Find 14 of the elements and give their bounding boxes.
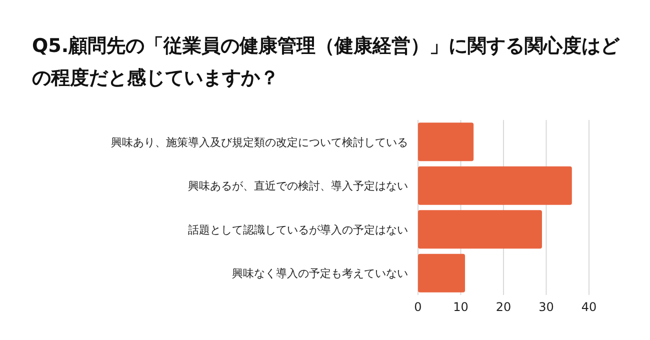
x-tick-label: 40 [581, 300, 597, 314]
y-tick-label: 興味あり、施策導入及び規定類の改定について検討している [111, 136, 408, 149]
x-tick-label: 20 [496, 300, 512, 314]
x-tick-label: 10 [453, 300, 468, 314]
bar [418, 210, 542, 249]
bar [418, 122, 474, 162]
bar [418, 166, 572, 205]
y-tick-label: 話題として認識しているが導入の予定はない [188, 223, 408, 236]
y-tick-label: 興味なく導入の予定も考えていない [232, 267, 408, 280]
x-tick-label: 30 [538, 300, 554, 314]
bar [418, 254, 466, 292]
y-tick-label: 興味あるが、直近での検討、導入予定はない [188, 180, 408, 193]
chart-title: Q5.顧問先の「従業員の健康管理（健康経営）」に関する関心度はどの程度だと感じていますか？ [32, 34, 621, 91]
x-tick-label: 0 [414, 300, 422, 314]
